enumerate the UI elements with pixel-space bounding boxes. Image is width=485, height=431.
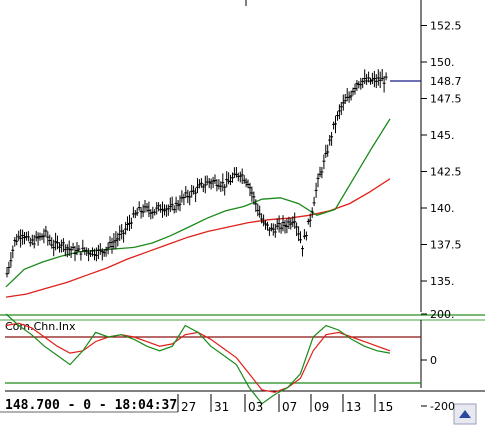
last-price-label: 148.7 [430, 75, 462, 88]
time-axis-tick-label: 27 [181, 400, 196, 414]
price-axis-tick-label: 137.5 [430, 239, 462, 252]
time-axis-tick-label: 13 [346, 400, 361, 414]
price-axis-tick-label: 140. [430, 202, 455, 215]
indicator-axis-tick-label: -200 [430, 400, 455, 413]
status-box [0, 392, 178, 412]
time-axis-tick-label: 15 [378, 400, 393, 414]
price-axis-tick-label: 142.5 [430, 166, 462, 179]
time-axis-tick-label: 03 [248, 400, 263, 414]
chart-marks-layer: 152.5 150. 147.5 145. 142.5 140. 137.5 135. 148.… [5, 20, 462, 414]
indicator-axis-tick-label: 0 [430, 354, 437, 367]
price-axis-tick-label: 145. [430, 129, 455, 142]
time-axis-tick-label: 07 [282, 400, 297, 414]
moving-average-fast-line [5, 118, 391, 288]
indicator-line-red [5, 322, 391, 393]
indicator-line-green [5, 313, 391, 405]
scroll-right-icon[interactable] [453, 403, 477, 425]
price-axis-tick-label: 147.5 [430, 93, 462, 106]
moving-average-slow-line [5, 178, 391, 298]
time-axis-tick-label: 09 [314, 400, 329, 414]
price-axis-tick-label: 150. [430, 56, 455, 69]
time-axis-tick-label: 31 [214, 400, 229, 414]
price-axis-tick-label: 152.5 [430, 20, 462, 33]
status-readout: 148.700 - 0 - 18:04:37 [5, 398, 177, 413]
indicator-label: Com.Chn.Inx [5, 320, 76, 333]
indicator-axis-tick-label: 200. [430, 308, 455, 321]
price-axis-tick-label: 135. [430, 275, 455, 288]
